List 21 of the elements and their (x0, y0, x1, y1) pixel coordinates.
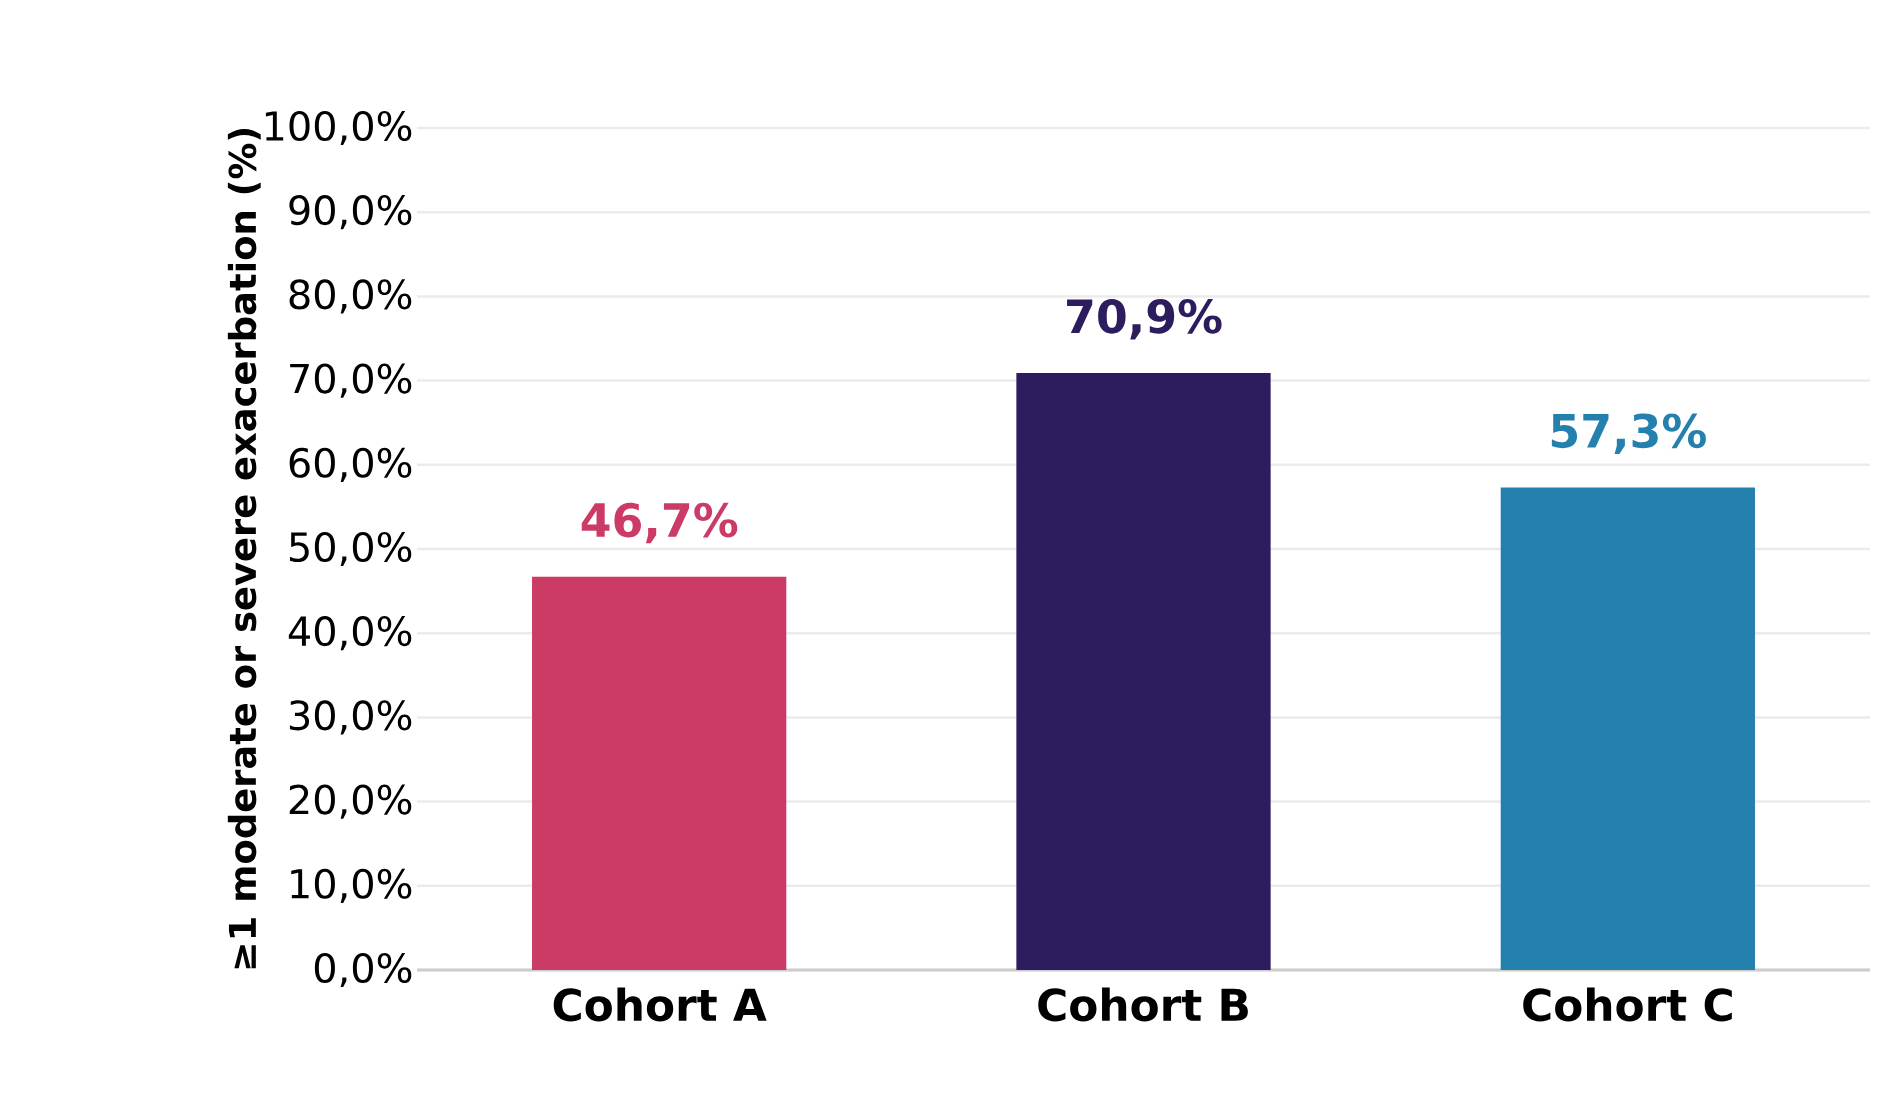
y-tick-label: 10,0% (291, 868, 412, 903)
y-axis-title: ≥1 moderate or severe exacerbation (%) (227, 128, 261, 969)
y-tick-label: 80,0% (289, 279, 412, 314)
y-tick-label: 90,0% (289, 195, 412, 230)
bar (532, 576, 787, 970)
y-tick-label: 100,0% (265, 110, 412, 146)
y-tick-label: 30,0% (289, 700, 412, 735)
y-tick-label: 0,0% (314, 952, 412, 988)
bar (1016, 373, 1271, 970)
y-tick-label: 20,0% (289, 784, 412, 819)
data-label: 70,9% (1067, 298, 1222, 340)
y-tick-label: 40,0% (288, 616, 412, 651)
y-tick-label: 70,0% (290, 363, 412, 398)
data-label: 46,7% (581, 502, 738, 544)
y-tick-label: 50,0% (289, 531, 412, 567)
x-tick-label: Cohort A (553, 987, 767, 1022)
data-label: 57,3% (1551, 413, 1706, 455)
y-tick-label: 60,0% (289, 447, 412, 482)
x-tick-label: Cohort B (1038, 987, 1248, 1022)
x-tick-label: Cohort C (1523, 987, 1732, 1022)
bar (1500, 487, 1755, 970)
